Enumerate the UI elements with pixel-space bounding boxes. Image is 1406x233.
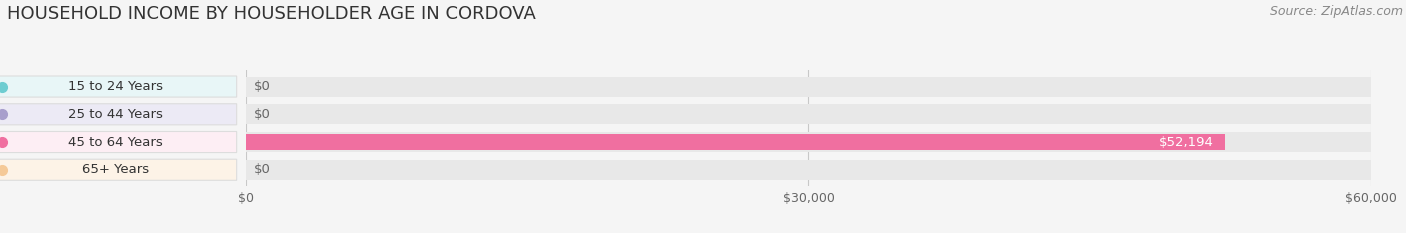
FancyBboxPatch shape bbox=[0, 131, 236, 153]
Text: Source: ZipAtlas.com: Source: ZipAtlas.com bbox=[1270, 5, 1403, 18]
FancyBboxPatch shape bbox=[0, 104, 236, 125]
Bar bbox=[246, 104, 1371, 124]
Bar bbox=[246, 134, 1225, 150]
Bar bbox=[246, 77, 1371, 96]
Text: HOUSEHOLD INCOME BY HOUSEHOLDER AGE IN CORDOVA: HOUSEHOLD INCOME BY HOUSEHOLDER AGE IN C… bbox=[7, 5, 536, 23]
Text: $52,194: $52,194 bbox=[1159, 136, 1213, 148]
Text: 65+ Years: 65+ Years bbox=[82, 163, 149, 176]
Bar bbox=[246, 160, 1371, 180]
Bar bbox=[246, 132, 1371, 152]
Text: 25 to 44 Years: 25 to 44 Years bbox=[69, 108, 163, 121]
FancyBboxPatch shape bbox=[0, 76, 236, 97]
Text: 15 to 24 Years: 15 to 24 Years bbox=[69, 80, 163, 93]
Text: $0: $0 bbox=[253, 80, 270, 93]
FancyBboxPatch shape bbox=[0, 159, 236, 180]
Text: $0: $0 bbox=[253, 163, 270, 176]
Text: 45 to 64 Years: 45 to 64 Years bbox=[69, 136, 163, 148]
Text: $0: $0 bbox=[253, 108, 270, 121]
